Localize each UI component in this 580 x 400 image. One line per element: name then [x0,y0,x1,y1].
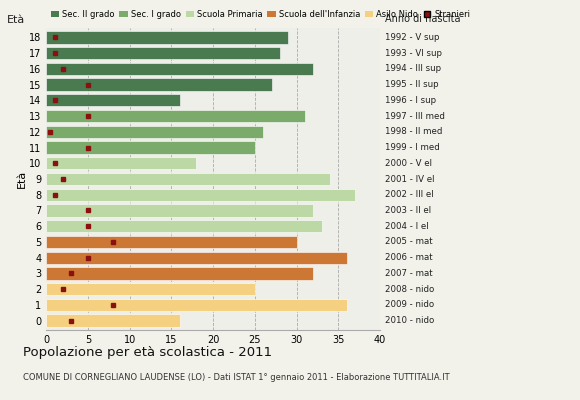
Bar [46,173,330,185]
Bar [46,126,263,138]
Bar [46,299,347,311]
Text: Popolazione per età scolastica - 2011: Popolazione per età scolastica - 2011 [23,346,273,359]
Text: 2005 - mat: 2005 - mat [386,238,433,246]
Text: 2008 - nido: 2008 - nido [386,285,435,294]
Bar [46,283,255,295]
Text: 1999 - I med: 1999 - I med [386,143,440,152]
Bar [46,157,197,170]
Text: COMUNE DI CORNEGLIANO LAUDENSE (LO) - Dati ISTAT 1° gennaio 2011 - Elaborazione : COMUNE DI CORNEGLIANO LAUDENSE (LO) - Da… [23,373,450,382]
Text: 2003 - II el: 2003 - II el [386,206,432,215]
Text: 1993 - VI sup: 1993 - VI sup [386,49,443,58]
Text: 2000 - V el: 2000 - V el [386,159,433,168]
Bar [46,78,271,91]
Text: 1995 - II sup: 1995 - II sup [386,80,439,89]
Bar [46,267,313,280]
Bar [46,110,305,122]
Text: 1994 - III sup: 1994 - III sup [386,64,441,73]
Bar [46,47,280,59]
Bar [46,63,313,75]
Y-axis label: Età: Età [16,170,26,188]
Bar [46,314,180,327]
Text: 2001 - IV el: 2001 - IV el [386,174,435,184]
Bar [46,31,288,44]
Bar [46,204,313,216]
Bar [46,188,355,201]
Text: Età: Età [6,15,24,25]
Text: 2007 - mat: 2007 - mat [386,269,433,278]
Text: 1998 - II med: 1998 - II med [386,127,443,136]
Text: 2004 - I el: 2004 - I el [386,222,429,231]
Text: Anno di nascita: Anno di nascita [386,14,461,24]
Text: 2006 - mat: 2006 - mat [386,253,433,262]
Bar [46,252,347,264]
Legend: Sec. II grado, Sec. I grado, Scuola Primaria, Scuola dell'Infanzia, Asilo Nido, : Sec. II grado, Sec. I grado, Scuola Prim… [50,10,470,19]
Bar [46,236,296,248]
Text: 1996 - I sup: 1996 - I sup [386,96,437,105]
Text: 2002 - III el: 2002 - III el [386,190,434,199]
Text: 1997 - III med: 1997 - III med [386,112,445,120]
Bar [46,220,321,232]
Text: 2009 - nido: 2009 - nido [386,300,434,309]
Text: 1992 - V sup: 1992 - V sup [386,33,440,42]
Text: 2010 - nido: 2010 - nido [386,316,435,325]
Bar [46,142,255,154]
Bar [46,94,180,106]
